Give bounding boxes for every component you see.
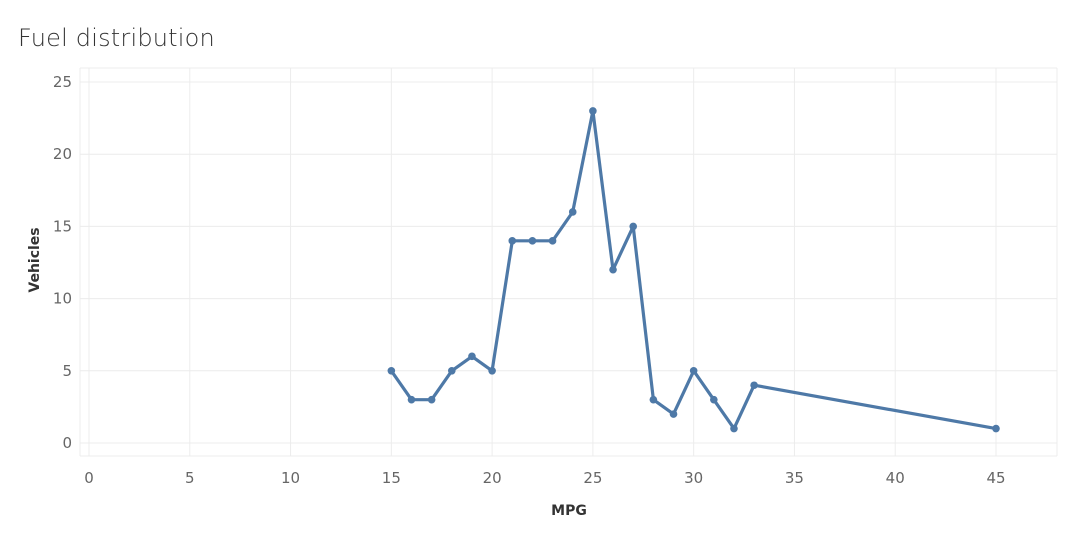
x-tick-label: 35	[785, 469, 804, 487]
x-tick-label: 20	[483, 469, 502, 487]
data-point	[548, 237, 557, 245]
x-tick-label: 30	[684, 469, 703, 487]
data-point	[750, 381, 758, 390]
chart-title: Fuel distribution	[18, 24, 215, 52]
y-tick-label: 10	[53, 290, 72, 308]
data-point	[468, 352, 476, 361]
x-axis-ticks: 0 5 10 15 20 25 30 35 40 45	[84, 469, 1005, 487]
data-point	[427, 395, 436, 404]
series-layer	[387, 107, 1000, 433]
x-tick-label: 0	[84, 469, 94, 487]
x-axis-title: MPG	[551, 503, 587, 519]
y-tick-label: 15	[53, 217, 72, 235]
data-point	[488, 367, 496, 375]
data-point	[710, 395, 718, 404]
y-tick-label: 20	[53, 145, 72, 163]
data-point	[609, 265, 617, 274]
data-point	[589, 107, 597, 115]
y-tick-label: 0	[62, 434, 72, 452]
y-axis-ticks: 0 5 10 15 20 25	[53, 73, 72, 452]
x-tick-label: 10	[281, 469, 300, 487]
y-tick-label: 25	[53, 73, 72, 91]
y-tick-label: 5	[62, 362, 72, 380]
x-tick-label: 15	[382, 469, 401, 487]
data-point	[508, 237, 517, 245]
x-tick-label: 25	[583, 469, 602, 487]
data-point	[669, 410, 678, 418]
grid-lines	[79, 67, 1058, 457]
x-tick-label: 40	[886, 469, 905, 487]
data-point	[387, 367, 396, 375]
y-axis-title: Vehicles	[27, 227, 43, 292]
data-point	[568, 208, 577, 216]
data-point	[992, 424, 1000, 433]
data-point	[629, 222, 637, 231]
x-tick-label: 45	[986, 469, 1005, 487]
data-point	[649, 395, 658, 404]
data-point	[407, 395, 416, 404]
data-point	[448, 367, 456, 375]
data-point	[689, 367, 698, 375]
data-point	[730, 424, 738, 433]
series-line	[389, 109, 998, 431]
x-tick-label: 5	[185, 469, 195, 487]
data-point	[528, 237, 537, 245]
